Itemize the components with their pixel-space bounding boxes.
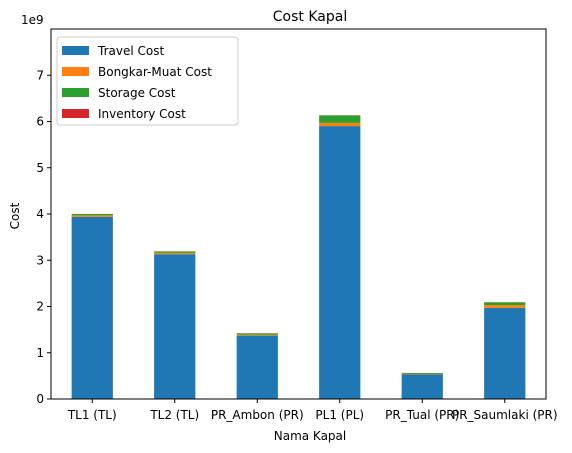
y-tick-label-1: 1 [36,346,44,360]
legend-swatch-4 [62,109,89,118]
bar-1-6 [484,307,526,399]
legend-swatch-2 [62,67,89,76]
y-axis-label: Cost [8,202,22,229]
x-tick-label-0: TL1 (TL) [67,408,117,422]
x-tick-label-5: PR_Saumlaki (PR) [452,408,558,422]
bar-1-5 [401,374,443,399]
bar-3-2 [154,251,196,253]
bar-2-3 [236,334,278,336]
y-tick-label-6: 6 [36,115,44,129]
plot-frame [50,28,547,400]
x-tick-label-2: PR_Ambon (PR) [211,408,304,422]
bar-1-1 [71,216,113,399]
x-tick-label-1: TL2 (TL) [149,408,199,422]
x-tick-label-3: PL1 (PL) [315,408,364,422]
bar-3-5 [401,373,443,375]
bar-2-2 [154,252,196,255]
bar-3-3 [236,333,278,335]
bar-3-4 [319,115,361,123]
bar-1-2 [154,254,196,399]
y-tick-label-0: 0 [36,392,44,406]
legend-label-4: Inventory Cost [98,107,186,121]
bar-1-4 [319,126,361,399]
legend: Travel Cost Bongkar-Muat Cost Storage Cost… [56,36,239,126]
legend-label-3: Storage Cost [98,86,176,100]
legend-swatch-3 [62,88,89,97]
legend-label-2: Bongkar-Muat Cost [98,65,212,79]
x-tick-label-4: PR_Tual (PR) [385,408,459,422]
bar-2-6 [484,305,526,308]
y-tick-label-7: 7 [36,68,44,82]
axes: 0 1 2 3 4 5 6 7 TL1 (TL) TL2 (TL) PR_Ambon (PR) PL1… [36,68,557,422]
y-axis-scale-label: 1e9 [21,13,44,27]
bar-3-6 [484,302,526,306]
x-axis-label: Nama Kapal [274,429,347,443]
y-tick-label-5: 5 [36,161,44,175]
legend-label-1: Travel Cost [97,44,164,58]
bar-2-4 [319,122,361,127]
y-tick-label-4: 4 [36,207,44,221]
bar-1-3 [236,335,278,399]
y-tick-label-2: 2 [36,300,44,314]
bar-3-1 [71,214,113,216]
legend-swatch-1 [62,46,89,55]
y-tick-label-3: 3 [36,253,44,267]
legend-box [56,36,239,126]
bar-2-1 [71,215,113,217]
bars-layer [71,115,526,399]
chart-title: Cost Kapal [273,9,347,25]
